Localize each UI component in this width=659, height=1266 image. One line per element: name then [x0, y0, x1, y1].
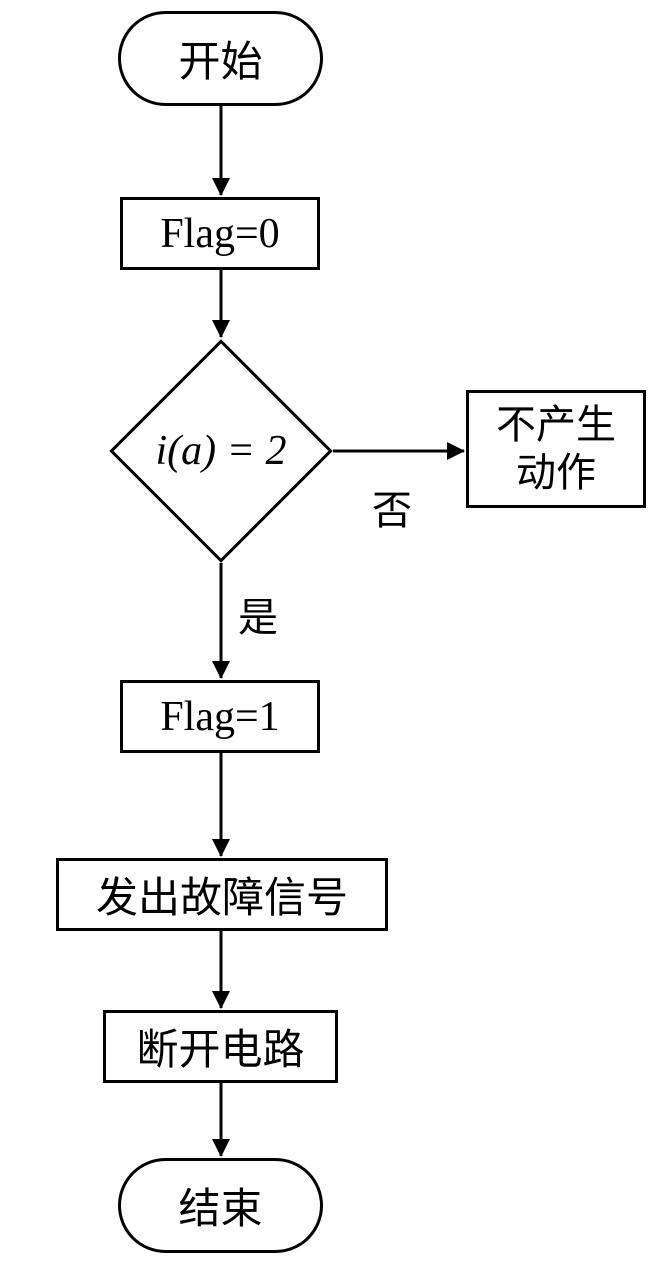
- emit-fault-label: 发出故障信号: [96, 864, 348, 925]
- set-flag-label: Flag=1: [160, 693, 279, 741]
- init-flag-label: Flag=0: [160, 210, 279, 258]
- decision-text: i(a) = 2: [156, 427, 287, 475]
- end-label: 结束: [178, 1175, 262, 1236]
- start-node: 开始: [118, 11, 323, 106]
- no-action-node: 不产生动作: [466, 390, 646, 508]
- no-action-label: 不产生动作: [496, 401, 616, 497]
- yes-label: 是: [238, 585, 278, 643]
- break-circuit-node: 断开电路: [103, 1010, 338, 1083]
- flowchart-canvas: 开始 Flag=0 i(a) = 2 不产生动作 Flag=1 发出故障信号 断…: [0, 0, 659, 1266]
- start-label: 开始: [178, 28, 262, 89]
- yes-text: 是: [238, 595, 278, 640]
- end-node: 结束: [118, 1158, 323, 1253]
- set-flag-node: Flag=1: [120, 680, 320, 753]
- init-flag-node: Flag=0: [120, 197, 320, 270]
- break-circuit-label: 断开电路: [136, 1016, 304, 1077]
- no-text: 否: [372, 488, 412, 533]
- no-label: 否: [372, 478, 412, 536]
- decision-label: i(a) = 2: [120, 426, 322, 476]
- emit-fault-node: 发出故障信号: [56, 858, 388, 931]
